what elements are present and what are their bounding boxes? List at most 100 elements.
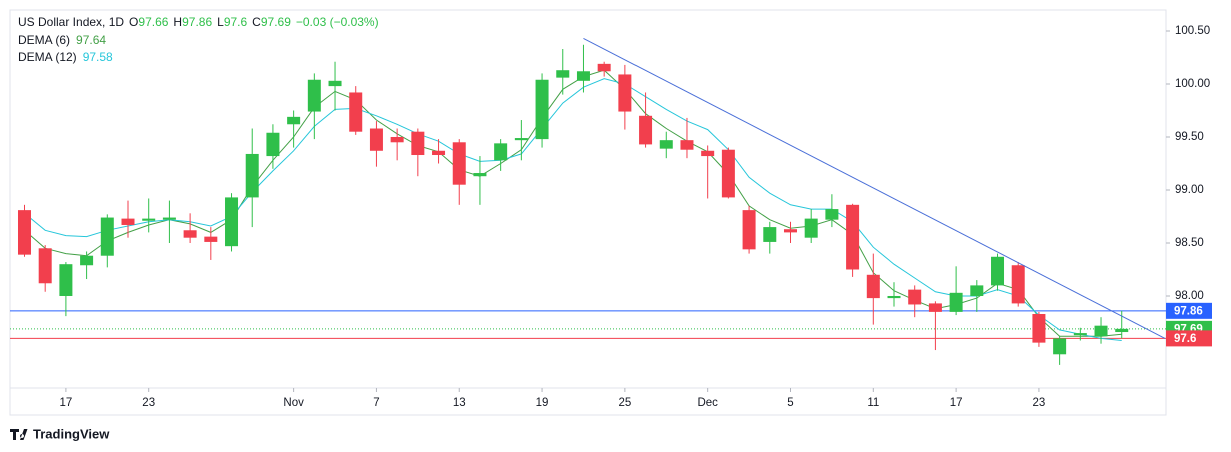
candle-body [473,173,487,177]
brand-logo[interactable]: TradingView [10,426,110,441]
x-tick-label: 5 [787,397,793,409]
candle-body [804,218,818,238]
y-tick-label: 99.50 [1175,131,1204,143]
x-tick-label: 23 [1033,397,1046,409]
x-tick-label: Nov [283,397,304,409]
legend-value: 97.64 [76,33,106,47]
candle-body [1032,314,1046,343]
candle-body [390,136,404,143]
pane-border [9,9,1167,416]
y-tick-label: 100.00 [1175,78,1210,90]
candle-body [225,197,239,247]
legend: US Dollar Index, 1D O97.66 H97.86 L97.6 C97.… [18,15,379,64]
ohlc-key: L [217,15,224,29]
candle-body [825,209,839,220]
candle-body [369,128,383,151]
candle-body [597,63,611,72]
dema-line [24,78,1122,341]
x-tick-label: Dec [697,397,718,409]
legend-name: DEMA (6) [18,33,70,47]
candle-body [742,210,756,250]
candle-body [618,74,632,112]
candle-body [411,131,425,156]
x-tick-label: 17 [950,397,963,409]
candle-body [80,255,94,266]
candle-body [17,210,31,255]
x-tick-label: 19 [536,397,549,409]
candle-body [866,274,880,299]
title: US Dollar Index, 1D [18,15,124,29]
y-tick-label: 99.00 [1175,184,1204,196]
candle-body [100,217,114,256]
candle-body [639,115,653,145]
candle-body [1094,325,1108,337]
candle-body [1115,328,1129,333]
candle-body [928,303,942,312]
candle-body [266,132,280,157]
ohlc-key: O [129,15,138,29]
candle-body [846,204,860,270]
plot-area [10,37,1166,365]
ohlc-value: 97.66 [138,15,168,29]
legend-entry: DEMA (6) 97.64 [18,33,106,47]
price-label-bg [1166,330,1212,347]
candle-body [680,140,694,150]
x-tick-label: 17 [59,397,72,409]
candle-body [307,79,321,112]
candle-body [783,229,797,233]
price-label: 97.6 [1174,333,1196,345]
candle-body [763,227,777,242]
candle-body [494,143,508,161]
candle-body [887,295,901,299]
candle-body [556,70,570,78]
candle-body [991,256,1005,286]
candle-body [349,92,363,132]
candle-body [452,142,466,185]
candle-body [1073,333,1087,336]
ohlc-header: US Dollar Index, 1D O97.66 H97.86 L97.6 C97.… [18,15,379,29]
candle-body [432,150,446,156]
candle-body [701,150,715,157]
candle-body [245,153,259,198]
legend-name: DEMA (12) [18,50,77,64]
candle-body [721,149,735,198]
candle-body [162,217,176,220]
x-tick-label: 7 [373,397,379,409]
candle-body [970,285,984,296]
candle-body [659,140,673,149]
brand-name: TradingView [33,426,110,441]
y-tick-label: 98.00 [1175,290,1204,302]
ohlc-value: 97.69 [261,15,291,29]
legend-value: 97.58 [83,50,113,64]
candle-body [121,218,135,225]
y-tick-label: 98.50 [1175,237,1204,249]
candle-body [142,218,156,221]
x-tick-label: 11 [867,397,879,409]
axes: 98.00 98.50 99.00 99.50 100.00 100.50 17 23 Nov 7… [59,25,1212,409]
candle-body [1011,265,1025,304]
candle-body [1053,338,1067,355]
candle-body [949,292,963,312]
x-tick-label: 13 [453,397,466,409]
candle-body [287,116,301,125]
candle-body [38,248,52,284]
x-tick-label: 23 [142,397,155,409]
candle-body [204,236,218,242]
change: −0.03 (−0.03%) [296,15,379,29]
candle-body [576,71,590,81]
trend-line [583,37,1166,339]
candle-body [328,80,342,87]
ohlc-key: C [252,15,261,29]
candle-body [908,289,922,305]
x-tick-label: 25 [618,397,631,409]
candle-body [514,138,528,141]
ohlc-key: H [173,15,182,29]
candle-body [183,230,197,238]
ohlc-value: 97.86 [182,15,212,29]
candle-body [535,79,549,140]
brand-icon [10,429,28,440]
price-label: 97.86 [1174,305,1203,317]
y-tick-label: 100.50 [1175,25,1210,37]
legend-entry: DEMA (12) 97.58 [18,50,113,64]
